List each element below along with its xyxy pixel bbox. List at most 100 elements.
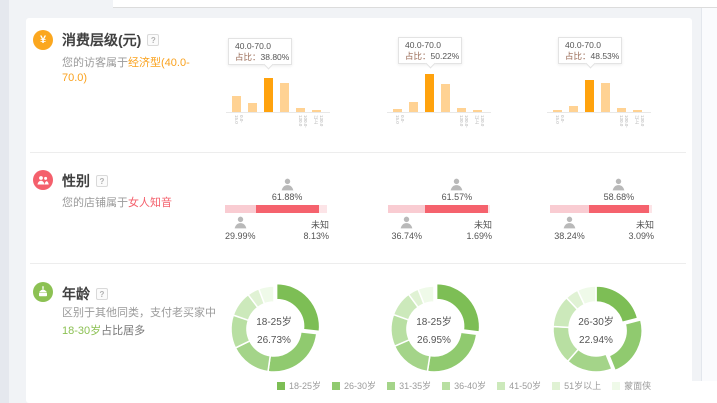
gender-people-icon: [33, 170, 53, 190]
female-percentage: 61.88%: [271, 192, 303, 202]
bar[interactable]: [312, 110, 321, 112]
donut-slice-26-30岁[interactable]: [267, 331, 318, 373]
consumption-section-title: 消费层级(元) ?: [62, 30, 160, 50]
consumption-bar-chart: [553, 80, 649, 112]
unknown-segment[interactable]: [648, 205, 652, 213]
male-percentage: 29.99%: [225, 231, 256, 241]
donut-slice-18-25岁[interactable]: [595, 285, 639, 324]
axis-tick-label: 0.0-15.0: [234, 115, 244, 124]
age-desc-highlight: 18-30岁: [62, 325, 102, 337]
donut-slice-26-30岁[interactable]: [608, 318, 643, 372]
legend-item-26-30岁[interactable]: 26-30岁: [332, 379, 376, 392]
section-divider: [30, 152, 686, 153]
tooltip-range: 40.0-70.0: [565, 40, 601, 50]
bar[interactable]: [441, 84, 450, 112]
bar[interactable]: [393, 109, 402, 112]
legend-swatch: [612, 381, 621, 390]
legend-item-36-40岁[interactable]: 36-40岁: [442, 379, 486, 392]
bar[interactable]: [553, 110, 562, 112]
age-legend: 18-25岁 26-30岁 31-35岁 36-40岁 41-50岁 51岁以上 蒙面侠: [277, 379, 651, 392]
gender-chart: 61.57% 36.74% 未知 1.69%: [388, 178, 492, 258]
bar[interactable]: [473, 110, 482, 112]
unknown-segment[interactable]: [318, 205, 327, 213]
bar[interactable]: [617, 108, 626, 112]
help-icon[interactable]: ?: [96, 175, 108, 187]
bar[interactable]: [280, 83, 289, 112]
bar[interactable]: [601, 83, 610, 112]
bar[interactable]: [248, 103, 257, 112]
legend-item-51岁以上[interactable]: 51岁以上: [552, 379, 601, 392]
donut-slice-26-30岁[interactable]: [426, 331, 478, 373]
legend-item-蒙面侠[interactable]: 蒙面侠: [612, 379, 651, 392]
donut-slice-蒙面侠[interactable]: [417, 285, 435, 305]
donut-slice-18-25岁[interactable]: [435, 282, 481, 333]
male-icon: [234, 216, 247, 229]
gender-section-title: 性别 ?: [62, 171, 108, 191]
floating-widget-corner[interactable]: [650, 381, 717, 403]
help-icon[interactable]: ?: [96, 288, 108, 300]
female-icon: [612, 178, 625, 191]
legend-item-18-25岁[interactable]: 18-25岁: [277, 379, 321, 392]
age-donut-chart: 18-25岁 26.95%: [386, 281, 482, 377]
female-percentage: 61.57%: [441, 192, 473, 202]
tooltip-range: 40.0-70.0: [235, 41, 271, 51]
unknown-percentage: 3.09%: [628, 231, 654, 241]
bar[interactable]: [264, 78, 273, 112]
unknown-segment[interactable]: [488, 205, 490, 213]
top-card-edge: [113, 0, 717, 8]
legend-item-31-35岁[interactable]: 31-35岁: [387, 379, 431, 392]
legend-swatch: [332, 381, 341, 390]
tooltip-range: 40.0-70.0: [405, 40, 441, 50]
bar[interactable]: [296, 108, 305, 112]
male-segment[interactable]: [550, 205, 589, 213]
donut-slice-蒙面侠[interactable]: [257, 285, 275, 305]
audience-analysis-panel: ¥ 消费层级(元) ? 您的访客属于经济型(40.0-70.0) 40.0-70…: [26, 18, 692, 403]
bar[interactable]: [569, 106, 578, 112]
bar[interactable]: [585, 80, 594, 112]
legend-label: 41-50岁: [509, 381, 542, 391]
bar[interactable]: [425, 74, 434, 112]
bar[interactable]: [457, 108, 466, 112]
legend-swatch: [552, 381, 561, 390]
female-icon: [450, 178, 463, 191]
legend-item-41-50岁[interactable]: 41-50岁: [497, 379, 541, 392]
legend-label: 51岁以上: [564, 381, 602, 391]
gender-desc-highlight: 女人知音: [128, 197, 172, 209]
donut-slice-18-25岁[interactable]: [275, 282, 321, 333]
gender-desc-prefix: 您的店铺属于: [62, 197, 128, 209]
consumption-bar-chart: [232, 78, 328, 112]
donut-slice-蒙面侠[interactable]: [576, 285, 597, 306]
age-desc-line1: 区别于其他同类，支付老买家中: [62, 307, 216, 319]
bar[interactable]: [633, 110, 642, 112]
gender-stacked-bar[interactable]: [550, 205, 652, 213]
age-title-text: 年龄: [62, 286, 90, 302]
tooltip-value: 38.80%: [260, 52, 290, 62]
bar[interactable]: [409, 102, 418, 112]
left-rail: [0, 0, 9, 403]
bar-tooltip: 40.0-70.0 占比：50.22%: [398, 37, 462, 69]
gender-stacked-bar[interactable]: [388, 205, 490, 213]
section-divider: [30, 263, 686, 264]
scrollbar-track[interactable]: [701, 0, 717, 403]
axis-tick-label: 0.0-15.0: [555, 115, 565, 124]
axis-tick-label: 130.0以上: [314, 115, 324, 127]
gender-stacked-bar[interactable]: [225, 205, 327, 213]
tooltip-label: 占比：: [405, 51, 431, 61]
gender-chart: 61.88% 29.99% 未知 8.13%: [225, 178, 329, 258]
bar[interactable]: [232, 96, 241, 112]
male-segment[interactable]: [388, 205, 426, 213]
female-segment[interactable]: [589, 205, 649, 213]
legend-label: 18-25岁: [289, 381, 322, 391]
legend-label: 26-30岁: [344, 381, 377, 391]
male-percentage: 38.24%: [554, 231, 585, 241]
age-donut-chart: 18-25岁 26.73%: [226, 281, 322, 377]
male-percentage: 36.74%: [391, 231, 422, 241]
male-segment[interactable]: [225, 205, 256, 213]
legend-swatch: [277, 381, 285, 390]
female-segment[interactable]: [425, 205, 489, 213]
female-segment[interactable]: [255, 205, 319, 213]
help-icon[interactable]: ?: [147, 34, 160, 46]
legend-swatch: [442, 381, 451, 390]
age-cake-icon: [33, 282, 53, 302]
consumption-bar-chart: [393, 74, 489, 112]
